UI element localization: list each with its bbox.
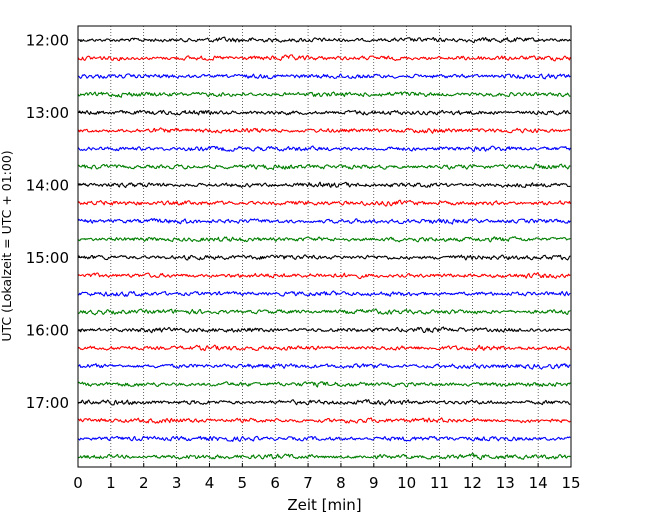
- trace-12: [77, 254, 571, 261]
- y-tick-label-1: 13:00: [26, 104, 69, 122]
- x-tick-label-9: 9: [369, 474, 379, 492]
- trace-8: [77, 181, 571, 189]
- trace-21: [77, 417, 571, 424]
- y-tick-label-0: 12:00: [26, 32, 69, 50]
- y-tick-label-3: 15:00: [26, 249, 69, 267]
- trace-3: [77, 91, 571, 98]
- trace-20: [77, 398, 571, 406]
- trace-7: [77, 163, 571, 171]
- trace-11: [77, 236, 571, 243]
- trace-17: [77, 344, 571, 352]
- seismic-traces: [77, 36, 571, 460]
- x-tick-label-5: 5: [238, 474, 248, 492]
- y-tick-label-2: 14:00: [26, 176, 69, 194]
- x-tick-label-3: 3: [172, 474, 182, 492]
- x-tick-label-10: 10: [397, 474, 416, 492]
- trace-14: [77, 290, 571, 297]
- x-tick-label-14: 14: [529, 474, 548, 492]
- trace-16: [77, 326, 571, 334]
- trace-15: [77, 308, 571, 316]
- plot-frame: [77, 25, 572, 468]
- x-axis-ticks: 0 1 2 3 4 5 6 7 8 9 10 11 12 13 14 15: [73, 463, 581, 492]
- x-tick-label-7: 7: [303, 474, 313, 492]
- x-tick-label-13: 13: [496, 474, 515, 492]
- y-axis-label: UTC (Lokalzeit = UTC + 01:00): [0, 150, 14, 341]
- plot-background: [78, 26, 571, 467]
- x-tick-label-0: 0: [73, 474, 83, 492]
- y-tick-label-5: 17:00: [26, 394, 69, 412]
- trace-1: [77, 54, 571, 62]
- y-axis-ticks: 12:00 13:00 14:00 15:00 16:00 17:00: [26, 32, 82, 412]
- trace-2: [77, 73, 571, 80]
- trace-13: [77, 272, 571, 280]
- y-tick-label-4: 16:00: [26, 321, 69, 339]
- x-tick-label-4: 4: [205, 474, 215, 492]
- x-tick-label-6: 6: [270, 474, 280, 492]
- x-tick-label-12: 12: [463, 474, 482, 492]
- x-tick-label-2: 2: [139, 474, 149, 492]
- trace-9: [77, 199, 571, 207]
- x-tick-label-11: 11: [430, 474, 449, 492]
- trace-0: [77, 36, 571, 44]
- trace-23: [77, 452, 571, 460]
- trace-6: [77, 145, 571, 152]
- x-tick-label-1: 1: [106, 474, 116, 492]
- trace-4: [77, 109, 571, 116]
- trace-22: [77, 435, 571, 442]
- x-axis-label: Zeit [min]: [287, 496, 361, 514]
- x-tick-label-8: 8: [336, 474, 346, 492]
- x-tick-label-15: 15: [561, 474, 580, 492]
- trace-18: [77, 363, 571, 370]
- trace-5: [77, 127, 571, 134]
- trace-19: [77, 381, 571, 388]
- trace-10: [77, 218, 571, 225]
